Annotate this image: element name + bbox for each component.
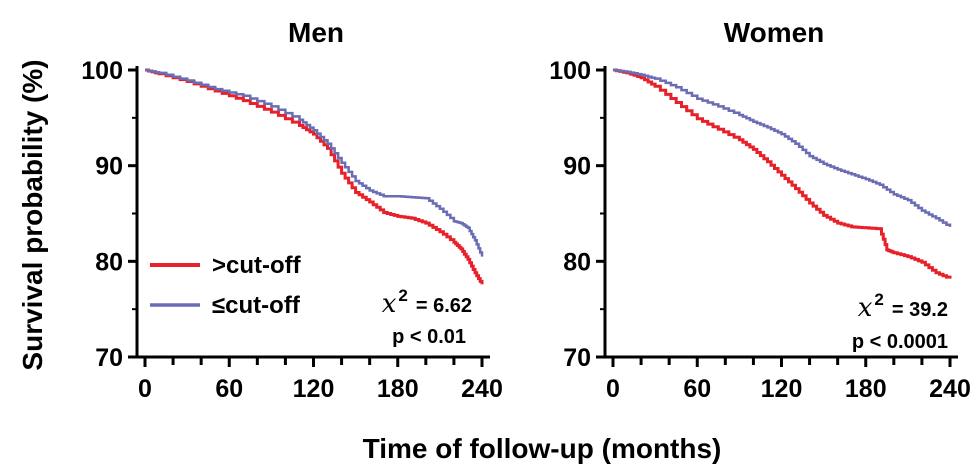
legend-text: >cut-off (212, 252, 302, 279)
legend-item: >cut-off (150, 252, 302, 279)
panel-men: Men 70 80 90 100 0 60 120 180 240 x 2 = 6.62 p < 0.01 (81, 17, 503, 403)
x-tick-label: 240 (929, 375, 971, 403)
chi-square-stat: x 2 = 39.2 (858, 290, 948, 323)
legend: >cut-off ≤cut-off (150, 252, 302, 319)
x-tick-label: 60 (683, 375, 711, 403)
x-tick-label: 120 (761, 375, 803, 403)
legend-label: ≤cut-off (212, 292, 301, 319)
x-tick-label: 120 (293, 375, 335, 403)
x-axis-title: Time of follow-up (months) (363, 433, 722, 464)
y-tick-label: 90 (95, 153, 123, 181)
x-tick-label: 0 (138, 375, 152, 403)
series-line-above-cutoff (613, 68, 952, 279)
y-tick-label: 70 (95, 344, 123, 372)
legend-text: cut-off (225, 292, 301, 319)
y-tick-label: 70 (563, 344, 591, 372)
panel-title: Men (288, 17, 344, 48)
legend-label: >cut-off (212, 252, 302, 279)
x-tick-label: 60 (215, 375, 243, 403)
series-line-above-cutoff (145, 68, 484, 285)
panel-title: Women (724, 17, 825, 48)
y-axis-title: Survival probability (%) (17, 59, 48, 370)
chi-superscript: 2 (398, 286, 407, 305)
chi-superscript: 2 (874, 290, 883, 309)
y-tick-label: 80 (563, 248, 591, 276)
x-tick-label: 180 (377, 375, 419, 403)
chi-symbol: x (858, 293, 873, 323)
series-line-below-cutoff (145, 68, 484, 257)
x-tick-label: 0 (606, 375, 620, 403)
p-value: p < 0.0001 (852, 331, 948, 353)
series-line-below-cutoff (613, 68, 952, 227)
chi-square-stat: x 2 = 6.62 (382, 286, 472, 319)
y-tick-label: 90 (563, 153, 591, 181)
legend-item: ≤cut-off (150, 292, 301, 319)
chi-value: = 6.62 (416, 295, 472, 317)
panel-women: Women 70 80 90 100 0 60 120 180 240 x 2 = 39.2 p < 0.… (549, 17, 971, 403)
p-value: p < 0.01 (392, 326, 466, 348)
x-tick-label: 240 (461, 375, 503, 403)
less-equal-symbol: ≤ (212, 292, 225, 319)
chi-symbol: x (382, 289, 397, 319)
x-tick-label: 180 (845, 375, 887, 403)
y-tick-label: 80 (95, 248, 123, 276)
y-tick-label: 100 (81, 57, 123, 85)
y-tick-label: 100 (549, 57, 591, 85)
chi-value: = 39.2 (892, 299, 948, 321)
